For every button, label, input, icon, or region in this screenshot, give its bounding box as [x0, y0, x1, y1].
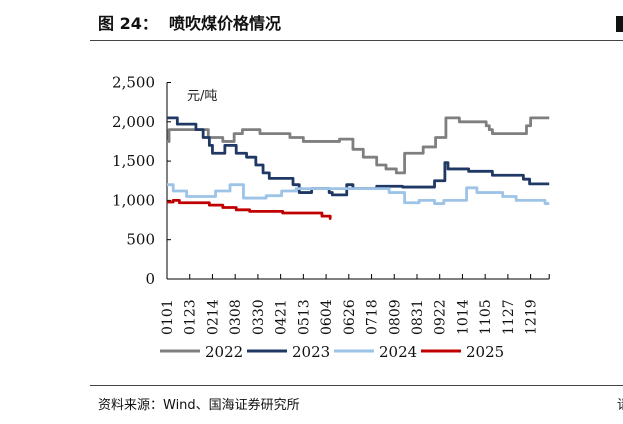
price-chart: 0 500 1,000 1,500 2,000 2,500 0101 0123 0214 0308… [112, 74, 550, 361]
bottom-divider [90, 385, 623, 386]
x-tick-label: 0831 [410, 299, 426, 335]
cut-text: 请 [617, 394, 623, 413]
x-tick-label: 0626 [342, 299, 358, 335]
series-line-2022 [167, 116, 550, 175]
series-line-2023 [167, 116, 550, 197]
legend-label-2024: 2024 [379, 343, 417, 361]
legend-label-2022: 2022 [205, 343, 243, 361]
x-tick-label: 1105 [478, 299, 494, 335]
x-tick-label: 1127 [501, 299, 517, 335]
y-tick-label: 1,000 [112, 191, 155, 209]
legend-label-2023: 2023 [292, 343, 330, 361]
y-tick-label: 0 [145, 270, 155, 288]
figure-title: 图 24： 喷吹煤价格情况 [98, 14, 281, 33]
x-tick-label: 0123 [183, 299, 199, 335]
x-tick-label: 0421 [274, 299, 290, 335]
y-tick-label: 2,500 [112, 74, 155, 92]
x-tick-label: 0809 [387, 299, 403, 335]
x-tick-label: 0604 [319, 299, 335, 335]
x-tick-label: 0922 [433, 299, 449, 335]
x-tick-label: 1014 [455, 299, 471, 335]
x-tick-label: 0101 [160, 299, 176, 335]
y-tick-label: 1,500 [112, 152, 155, 170]
x-tick-label: 0513 [296, 299, 312, 335]
page-marker [616, 16, 623, 32]
x-tick-label: 0718 [365, 299, 381, 335]
y-tick-label: 500 [126, 231, 155, 249]
x-tick-label: 0330 [251, 299, 267, 335]
y-tick-label: 2,000 [112, 113, 155, 131]
source-note: 资料来源：Wind、国海证券研究所 [98, 398, 300, 413]
legend-label-2025: 2025 [466, 343, 504, 361]
series-line-2024 [167, 183, 550, 205]
series-line-2025 [167, 198, 332, 220]
x-tick-label: 0214 [205, 299, 221, 335]
top-divider [90, 40, 623, 41]
x-tick-label: 1219 [524, 299, 540, 335]
x-tick-label: 0308 [228, 299, 244, 335]
y-unit-label: 元/吨 [187, 89, 217, 104]
